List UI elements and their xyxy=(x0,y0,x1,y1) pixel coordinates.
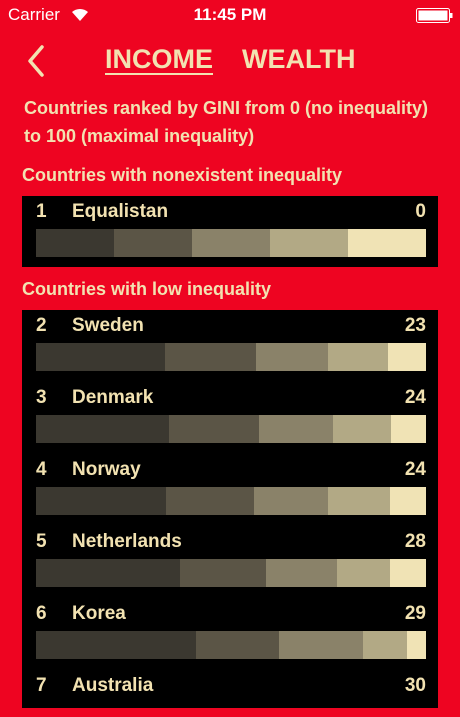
row-header: 7 Australia 30 xyxy=(36,674,426,698)
country-name: Equalistan xyxy=(72,201,169,222)
share-segment xyxy=(389,559,426,587)
rank: 7 xyxy=(36,675,47,696)
gini-score: 24 xyxy=(404,459,426,480)
share-segment xyxy=(327,343,388,371)
rank: 3 xyxy=(36,387,47,408)
share-segment xyxy=(336,559,390,587)
income-tab[interactable]: INCOME xyxy=(105,44,213,74)
share-segment xyxy=(114,229,192,257)
country-list: 2 Sweden 23 3 Denmark 24 4 Norway 24 5 Netherlands… xyxy=(22,310,438,708)
share-segment xyxy=(36,229,114,257)
country-list: 1 Equalistan 0 xyxy=(22,196,438,267)
share-segment xyxy=(390,415,426,443)
time: 11:45 PM xyxy=(193,5,267,24)
share-segment xyxy=(196,631,279,659)
share-segment xyxy=(348,229,426,257)
row-header: 4 Norway 24 xyxy=(36,458,426,482)
section-heading: Countries with low inequality xyxy=(22,279,272,299)
rank: 1 xyxy=(36,201,47,222)
share-segment xyxy=(36,559,181,587)
rank: 5 xyxy=(36,531,47,552)
country-row: 5 Netherlands 28 xyxy=(36,530,426,587)
back-button[interactable] xyxy=(26,44,46,78)
country-row: 4 Norway 24 xyxy=(36,458,426,515)
row-header: 5 Netherlands 28 xyxy=(36,530,426,554)
share-segment xyxy=(36,487,167,515)
gini-score: 30 xyxy=(404,675,426,696)
country-name: Denmark xyxy=(72,387,154,408)
share-segment xyxy=(169,415,259,443)
nav-bar: INCOME WEALTH xyxy=(0,40,460,80)
share-segment xyxy=(255,343,328,371)
country-name: Norway xyxy=(72,459,141,480)
rank: 4 xyxy=(36,459,47,480)
share-segment xyxy=(36,631,197,659)
share-segment xyxy=(278,631,363,659)
share-segment xyxy=(387,343,426,371)
gini-score: 23 xyxy=(404,315,426,336)
wifi-icon xyxy=(72,8,88,21)
row-header: 6 Korea 29 xyxy=(36,602,426,626)
country-name: Korea xyxy=(72,603,126,624)
description: Countries ranked by GINI from 0 (no ineq… xyxy=(24,98,429,146)
share-bar xyxy=(36,229,426,257)
share-segment xyxy=(332,415,391,443)
country-name: Sweden xyxy=(72,315,144,336)
content: Countries ranked by GINI from 0 (no ineq… xyxy=(22,94,438,717)
share-segment xyxy=(36,415,170,443)
country-row: 6 Korea 29 xyxy=(36,602,426,659)
country-row: 3 Denmark 24 xyxy=(36,386,426,443)
country-name: Netherlands xyxy=(72,531,182,552)
section-heading: Countries with nonexistent inequality xyxy=(22,165,343,185)
share-segment xyxy=(362,631,407,659)
row-header: 3 Denmark 24 xyxy=(36,386,426,410)
share-bar xyxy=(36,559,426,587)
gini-score: 0 xyxy=(415,201,426,222)
status-bar: Carrier 11:45 PM xyxy=(0,0,460,30)
share-bar xyxy=(36,487,426,515)
country-row: 2 Sweden 23 xyxy=(36,314,426,371)
rank: 2 xyxy=(36,315,47,336)
share-segment xyxy=(192,229,270,257)
share-segment xyxy=(254,487,329,515)
row-header: 2 Sweden 23 xyxy=(36,314,426,338)
share-bar xyxy=(36,343,426,371)
share-segment xyxy=(180,559,267,587)
share-segment xyxy=(389,487,426,515)
country-row: 7 Australia 30 xyxy=(36,674,426,698)
share-segment xyxy=(270,229,348,257)
share-bar xyxy=(36,415,426,443)
battery-icon xyxy=(416,8,453,23)
gini-score: 24 xyxy=(404,387,426,408)
rank: 6 xyxy=(36,603,47,624)
gini-score: 28 xyxy=(404,531,426,552)
wealth-tab[interactable]: WEALTH xyxy=(242,44,356,74)
share-segment xyxy=(166,487,255,515)
share-segment xyxy=(266,559,337,587)
country-name: Australia xyxy=(72,675,154,696)
gini-score: 29 xyxy=(404,603,426,624)
share-segment xyxy=(406,631,426,659)
share-segment xyxy=(36,343,166,371)
share-segment xyxy=(258,415,333,443)
row-header: 1 Equalistan 0 xyxy=(36,200,426,224)
share-segment xyxy=(165,343,256,371)
country-row: 1 Equalistan 0 xyxy=(36,200,426,257)
share-bar xyxy=(36,631,426,659)
share-segment xyxy=(328,487,390,515)
carrier: Carrier xyxy=(8,5,60,24)
